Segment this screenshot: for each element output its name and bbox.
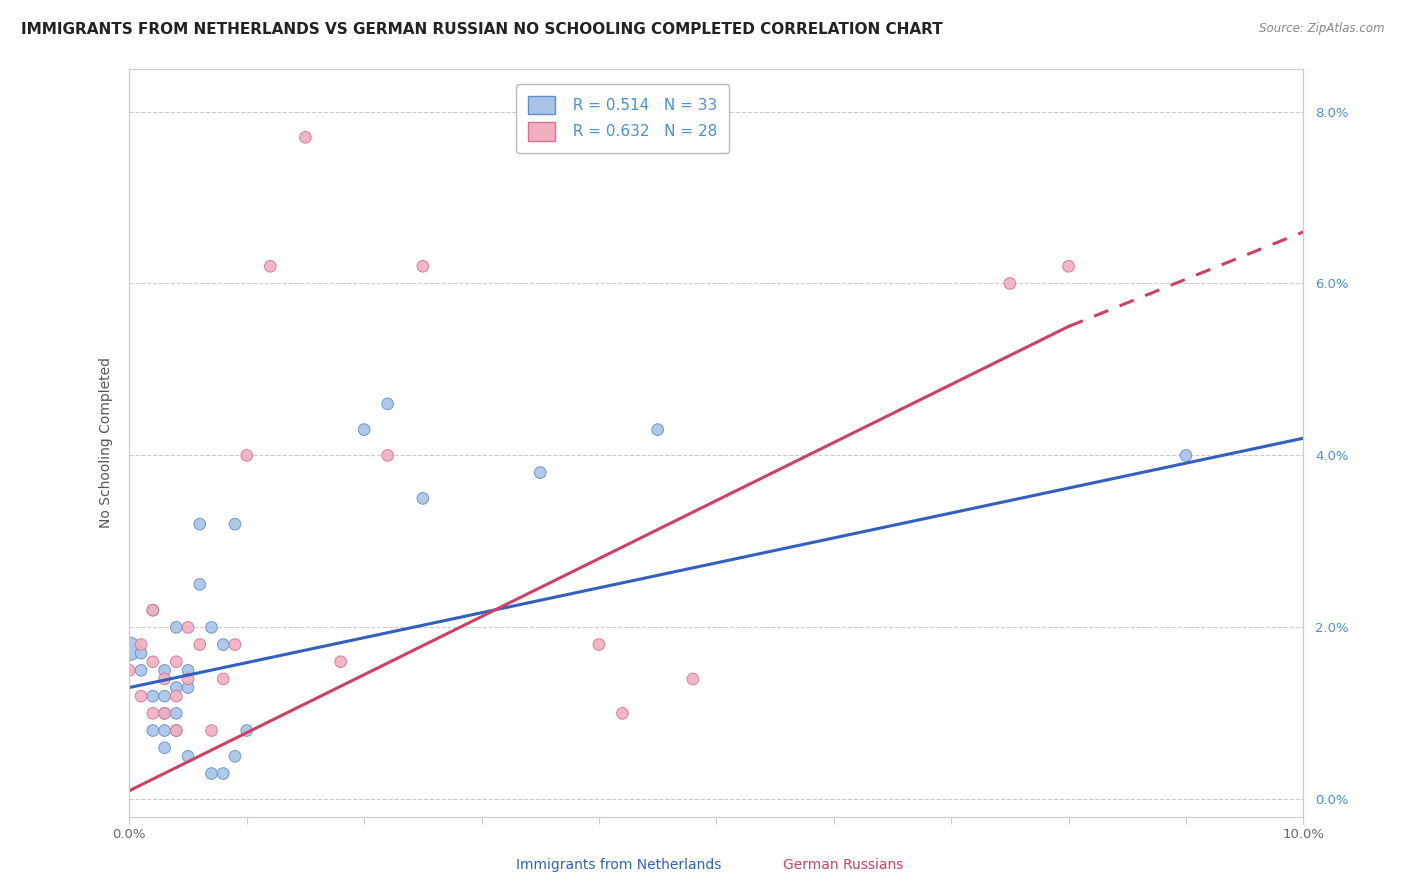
Point [1057, 260, 1080, 274]
Point [1175, 449, 1198, 463]
Point [153, 706, 176, 721]
Point [353, 423, 375, 437]
Point [129, 664, 152, 678]
Point [529, 466, 551, 480]
Text: German Russians: German Russians [783, 858, 904, 872]
Point [212, 766, 235, 780]
Point [377, 397, 399, 411]
Point [129, 638, 152, 652]
Point [165, 723, 187, 738]
Point [329, 655, 352, 669]
Point [153, 740, 176, 755]
Point [165, 620, 187, 634]
Point [118, 664, 141, 678]
Point [142, 706, 165, 721]
Point [224, 517, 246, 532]
Point [177, 749, 200, 764]
Text: Immigrants from Netherlands: Immigrants from Netherlands [516, 858, 721, 872]
Point [647, 423, 669, 437]
Point [412, 491, 434, 506]
Point [118, 641, 141, 656]
Point [165, 655, 187, 669]
Point [165, 689, 187, 703]
Point [153, 664, 176, 678]
Point [165, 681, 187, 695]
Text: IMMIGRANTS FROM NETHERLANDS VS GERMAN RUSSIAN NO SCHOOLING COMPLETED CORRELATION: IMMIGRANTS FROM NETHERLANDS VS GERMAN RU… [21, 22, 943, 37]
Point [153, 672, 176, 686]
Point [153, 706, 176, 721]
Point [235, 449, 257, 463]
Point [177, 620, 200, 634]
Point [188, 517, 211, 532]
Point [142, 655, 165, 669]
Point [153, 689, 176, 703]
Point [188, 577, 211, 591]
Point [200, 723, 222, 738]
Point [177, 672, 200, 686]
Point [200, 766, 222, 780]
Point [235, 723, 257, 738]
Point [142, 689, 165, 703]
Point [188, 638, 211, 652]
Y-axis label: No Schooling Completed: No Schooling Completed [100, 357, 114, 528]
Point [612, 706, 634, 721]
Point [212, 638, 235, 652]
Point [294, 130, 316, 145]
Point [998, 277, 1021, 291]
Point [224, 638, 246, 652]
Point [177, 681, 200, 695]
Point [165, 723, 187, 738]
Point [682, 672, 704, 686]
Point [153, 723, 176, 738]
Point [224, 749, 246, 764]
Point [129, 646, 152, 660]
Point [412, 260, 434, 274]
Point [212, 672, 235, 686]
Point [165, 706, 187, 721]
Point [142, 603, 165, 617]
Point [377, 449, 399, 463]
Point [259, 260, 281, 274]
Point [588, 638, 610, 652]
Point [177, 664, 200, 678]
Point [142, 723, 165, 738]
Point [200, 620, 222, 634]
Point [129, 689, 152, 703]
Point [142, 603, 165, 617]
Text: Source: ZipAtlas.com: Source: ZipAtlas.com [1260, 22, 1385, 36]
Legend:   R = 0.514   N = 33,   R = 0.632   N = 28: R = 0.514 N = 33, R = 0.632 N = 28 [516, 84, 730, 153]
